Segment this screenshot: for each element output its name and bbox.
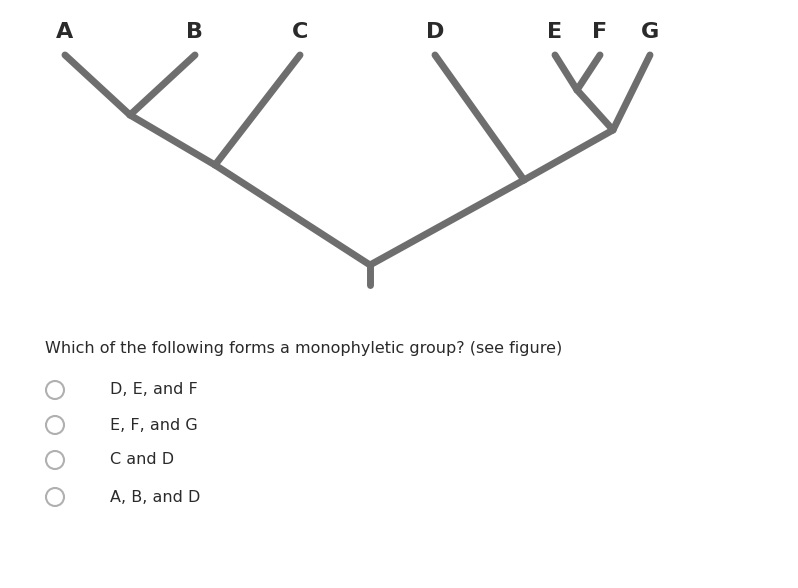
Text: D, E, and F: D, E, and F (110, 383, 198, 397)
Text: A, B, and D: A, B, and D (110, 489, 200, 505)
Text: D: D (426, 22, 444, 42)
Text: B: B (187, 22, 203, 42)
Text: G: G (641, 22, 659, 42)
Text: F: F (592, 22, 607, 42)
Text: C: C (292, 22, 308, 42)
Text: A: A (57, 22, 73, 42)
Text: C and D: C and D (110, 453, 174, 467)
Text: E: E (547, 22, 563, 42)
Text: E, F, and G: E, F, and G (110, 417, 198, 433)
Text: Which of the following forms a monophyletic group? (see figure): Which of the following forms a monophyle… (45, 340, 563, 356)
